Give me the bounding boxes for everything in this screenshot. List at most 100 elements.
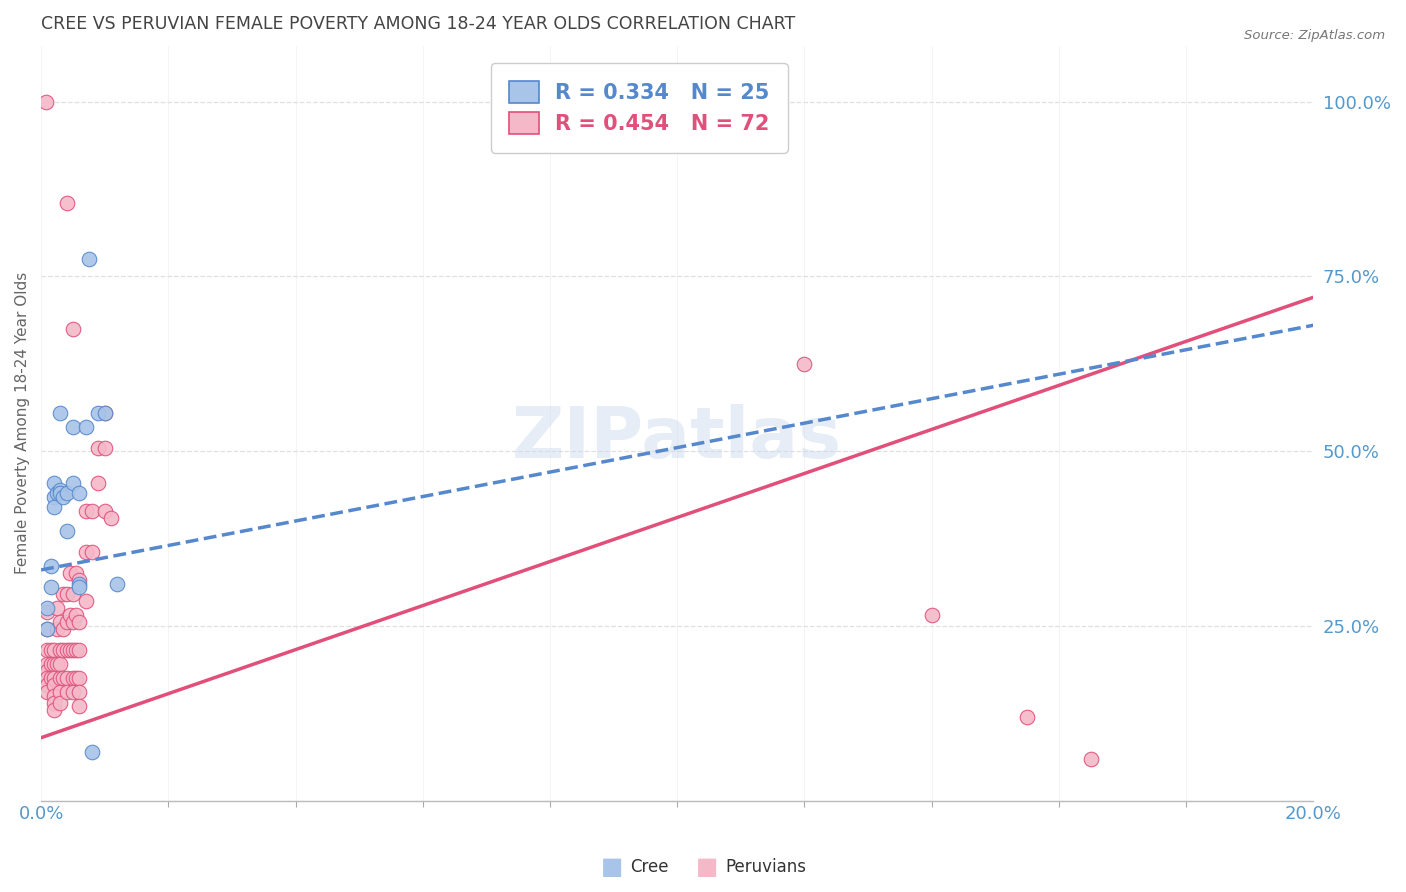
Point [49,657,72,672]
Point [42,703,65,717]
Point [93,503,115,517]
Point [87,406,110,420]
Point [37,671,59,685]
Point [59,566,82,581]
Point [1080,752,1102,766]
Point [37,678,59,692]
Point [39,671,62,685]
Point [55,671,77,685]
Point [55,486,77,500]
Point [37,685,59,699]
Point [46,657,69,672]
Point [62,587,84,601]
Point [35,95,58,109]
Point [49,685,72,699]
Point [1015,710,1038,724]
Point [65,643,87,657]
Point [52,623,75,637]
Point [49,486,72,500]
Point [52,490,75,504]
Point [46,623,69,637]
Point [75,594,97,608]
Point [80,745,103,759]
Point [87,475,110,490]
Point [100,510,122,524]
Point [49,615,72,630]
Point [49,671,72,685]
Text: ■: ■ [696,855,718,879]
Point [42,696,65,710]
Point [37,665,59,679]
Point [793,357,815,371]
Point [55,643,77,657]
Text: Cree: Cree [630,858,668,876]
Text: CREE VS PERUVIAN FEMALE POVERTY AMONG 18-24 YEAR OLDS CORRELATION CHART: CREE VS PERUVIAN FEMALE POVERTY AMONG 18… [41,15,796,33]
Point [75,419,97,434]
Point [67,699,90,714]
Point [93,406,115,420]
Point [62,615,84,630]
Point [62,419,84,434]
Point [55,615,77,630]
Point [59,608,82,623]
Text: ZIPatlas: ZIPatlas [512,404,842,473]
Point [42,643,65,657]
Point [37,605,59,619]
Point [42,500,65,514]
Text: ■: ■ [600,855,623,879]
Point [80,503,103,517]
Point [46,601,69,615]
Point [49,483,72,497]
Point [65,608,87,623]
Text: Peruvians: Peruvians [725,858,807,876]
Point [67,643,90,657]
Point [921,608,943,623]
Point [37,601,59,615]
Point [42,657,65,672]
Point [87,441,110,455]
Point [80,545,103,559]
Point [67,574,90,588]
Point [67,581,90,595]
Point [37,657,59,672]
Point [93,406,115,420]
Point [77,252,100,266]
Point [62,475,84,490]
Point [52,643,75,657]
Point [42,671,65,685]
Point [67,671,90,685]
Point [55,196,77,211]
Point [55,685,77,699]
Point [42,490,65,504]
Point [93,441,115,455]
Point [39,657,62,672]
Point [52,587,75,601]
Point [62,643,84,657]
Point [62,685,84,699]
Point [65,566,87,581]
Point [107,577,129,591]
Point [37,643,59,657]
Point [42,678,65,692]
Point [49,696,72,710]
Point [39,559,62,574]
Point [42,689,65,703]
Point [75,545,97,559]
Point [52,671,75,685]
Point [62,322,84,336]
Point [67,685,90,699]
Legend: R = 0.334   N = 25, R = 0.454   N = 72: R = 0.334 N = 25, R = 0.454 N = 72 [491,63,787,153]
Point [46,486,69,500]
Text: Source: ZipAtlas.com: Source: ZipAtlas.com [1244,29,1385,42]
Point [67,615,90,630]
Point [59,643,82,657]
Point [39,581,62,595]
Point [49,643,72,657]
Point [55,524,77,539]
Point [49,406,72,420]
Point [42,475,65,490]
Y-axis label: Female Poverty Among 18-24 Year Olds: Female Poverty Among 18-24 Year Olds [15,272,30,574]
Point [37,623,59,637]
Point [55,587,77,601]
Point [65,671,87,685]
